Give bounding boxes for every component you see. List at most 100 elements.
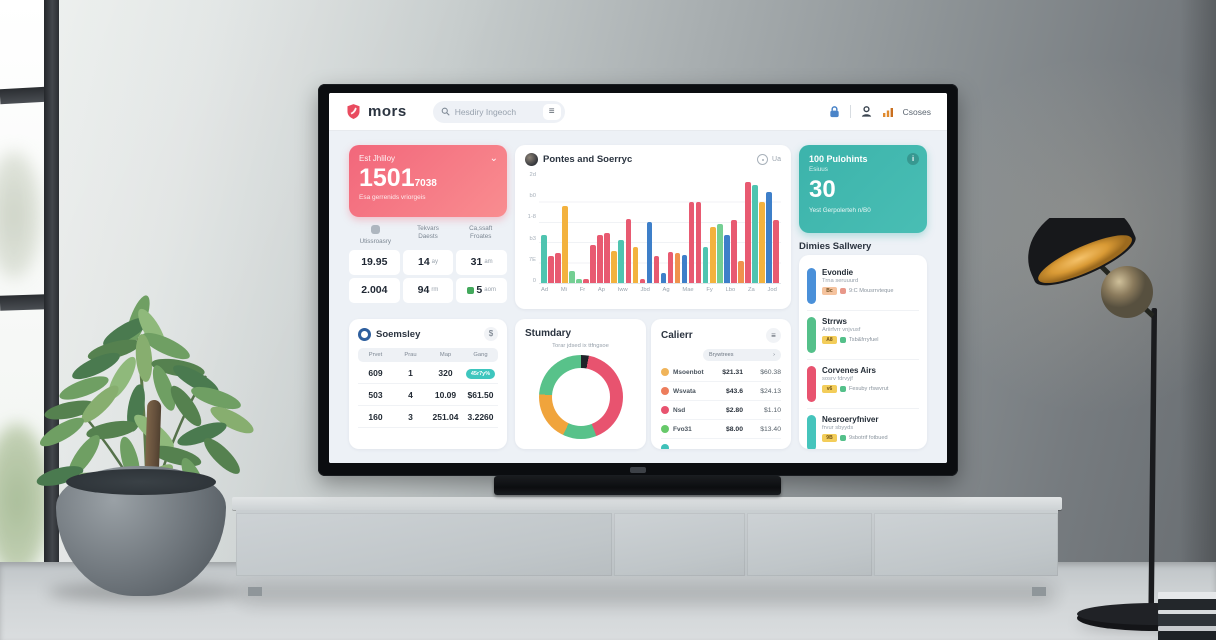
list-item-body: Corvenes Airs sosrv fdrvyjf v6 Fesuby rfswv…	[822, 366, 888, 402]
book	[1158, 614, 1216, 626]
note-icon	[840, 337, 846, 343]
bar-group	[710, 182, 730, 283]
tv-brand-mark	[630, 467, 646, 473]
item-color-pill	[807, 366, 816, 402]
topbar-actions: Csoses	[828, 105, 931, 118]
category-dot-icon	[661, 444, 669, 449]
bar	[569, 270, 575, 283]
list-item-note: Tsb&frryfuel	[849, 337, 879, 343]
list-item-note: Fesuby rfswvrut	[849, 386, 889, 392]
bar-group	[745, 182, 765, 283]
mini-badge: 9B	[822, 434, 837, 442]
list-item-title: Nesroeryfniver	[822, 415, 879, 424]
bar	[618, 239, 624, 283]
bar	[604, 232, 610, 283]
menu-icon[interactable]: ≡	[766, 328, 781, 343]
currency-button[interactable]: $	[484, 327, 498, 341]
list-item-meta: 9B 9sbotrif fotbued	[822, 434, 888, 442]
note-icon	[840, 386, 846, 392]
table-column-header: Gang	[473, 352, 488, 358]
kpi-title: Est Jhliloy	[359, 154, 396, 163]
item-color-pill	[807, 317, 816, 353]
user-icon[interactable]	[860, 105, 873, 118]
list-item-note: 9:C Mousrrvteque	[849, 288, 894, 294]
bar	[625, 219, 631, 283]
brand: mors	[345, 103, 407, 120]
chart-actions[interactable]: Ua	[757, 154, 781, 165]
bar	[688, 202, 695, 283]
breakdown-dropdown[interactable]: Brywtrees ›	[703, 349, 781, 361]
breakdown-value-1: $2.80	[725, 406, 743, 414]
chart-action-label: Ua	[772, 156, 781, 163]
x-axis-label: Fy	[706, 287, 713, 293]
kpi-subtitle: Esiuus	[809, 166, 828, 173]
search-icon	[441, 107, 450, 116]
stats-row: 19.95 14 ay 31 am	[349, 249, 508, 275]
x-axis-labels: Ad Mi Fr Ap Iww Jbd Ag Mae Fy Lbo Za Jod	[525, 284, 781, 293]
stat-icon	[370, 225, 380, 234]
bar	[766, 192, 772, 283]
list-item-meta: Bc 9:C Mousrrvteque	[822, 287, 893, 295]
table-cell: 160	[368, 411, 383, 422]
list-item-meta: v6 Fesuby rfswvrut	[822, 385, 888, 393]
bar	[639, 278, 645, 283]
x-axis-label: Jod	[767, 287, 777, 293]
table-cell: 10.09	[434, 389, 457, 400]
breakdown-card: Calierr ≡ Brywtrees › Msoenbot $21.31 $60.…	[651, 319, 791, 449]
list-item[interactable]: Strrws Ariirfvrr vnjvusf A8 Tsb&frryfuel	[807, 311, 919, 360]
list-item-meta: A8 Tsb&frryfuel	[822, 336, 879, 344]
book	[1158, 626, 1216, 631]
search-input[interactable]: Hesdiry Ingeoch ≡	[432, 100, 565, 123]
bar	[773, 220, 779, 283]
x-axis-label: Jbd	[640, 287, 650, 293]
chart-card-header: Pontes and Soerryc Ua	[525, 153, 781, 166]
bar	[702, 246, 709, 283]
y-tick-label: 0	[532, 277, 536, 284]
bar-chart-card: Pontes and Soerryc Ua 2d b0 1-8 b3 7E 0 Ad Mi F…	[515, 145, 791, 309]
category-dot-icon	[661, 368, 669, 376]
sidebar-title: Dimies Sallwery	[799, 241, 872, 252]
table-cell: 45r7y%	[463, 367, 498, 379]
console-body	[236, 510, 1058, 576]
info-icon[interactable]: i	[907, 153, 919, 165]
breakdown-value-2: $13.40	[760, 425, 781, 433]
bar	[738, 260, 744, 283]
note-icon	[840, 288, 846, 294]
x-axis-label: Lbo	[725, 287, 736, 293]
console-door	[874, 513, 1058, 576]
bar-group	[731, 182, 744, 283]
search-placeholder: Hesdiry Ingeoch	[454, 106, 517, 117]
category-dot-icon	[661, 425, 669, 433]
list-item[interactable]: Corvenes Airs sosrv fdrvyjf v6 Fesuby rfswv…	[807, 360, 919, 409]
target-icon[interactable]	[757, 154, 769, 165]
breakdown-title: Calierr	[661, 330, 693, 341]
bar-chart-icon[interactable]	[882, 106, 894, 118]
stat-value-cell: 14 ay	[402, 249, 454, 275]
bar	[745, 182, 751, 283]
tv: mors Hesdiry Ingeoch ≡	[318, 84, 958, 476]
bar-group	[541, 182, 561, 283]
table-cell: 503	[368, 389, 383, 400]
console-shadow	[240, 586, 1055, 602]
lock-icon[interactable]	[828, 105, 841, 118]
bar	[674, 252, 681, 283]
console-leg	[248, 587, 262, 596]
kpi-title: 100 Pulohints	[809, 154, 868, 164]
bar	[752, 185, 758, 283]
bar	[555, 252, 561, 283]
dashboard-topbar: mors Hesdiry Ingeoch ≡	[329, 93, 947, 131]
bar-group	[688, 182, 709, 283]
chevron-down-icon[interactable]: ⌄	[489, 153, 498, 164]
topbar-right-label[interactable]: Csoses	[902, 106, 931, 117]
x-axis-label: Ag	[662, 287, 670, 293]
bar	[731, 220, 737, 283]
list-item[interactable]: Nesroeryfniver frvur sbyyds 9B 9sbotrif fot…	[807, 409, 919, 449]
y-tick-label: 2d	[529, 172, 536, 178]
kpi-value: 15017038	[359, 164, 437, 192]
menu-icon[interactable]: ≡	[542, 103, 561, 120]
console-door	[236, 513, 612, 576]
kpi-card-pink: Est Jhliloy 15017038 Esa gerrenids vrior…	[349, 145, 507, 217]
list-item[interactable]: Evondie Trna seruuurd Bc 9:C Mousrrvteque	[807, 262, 919, 311]
y-tick-label: 1-8	[527, 214, 536, 221]
media-console	[232, 497, 1062, 596]
